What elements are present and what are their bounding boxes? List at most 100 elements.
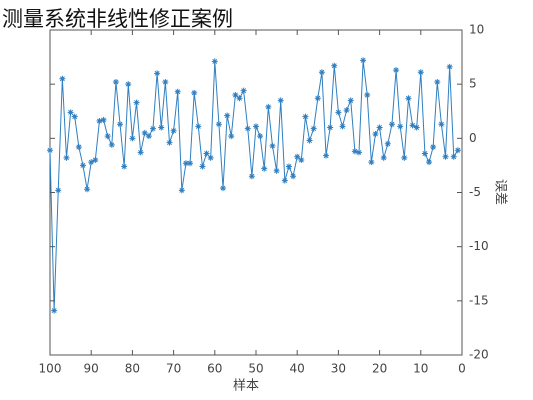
x-tick-label: 70: [166, 362, 181, 376]
asterisk-marker: [67, 109, 74, 116]
asterisk-marker: [343, 107, 350, 114]
y-tick-label: -5: [469, 185, 481, 199]
asterisk-marker: [298, 157, 305, 163]
asterisk-marker: [240, 87, 247, 94]
asterisk-marker: [100, 116, 107, 123]
asterisk-marker: [104, 133, 111, 140]
asterisk-marker: [92, 157, 99, 163]
asterisk-marker: [47, 147, 53, 154]
y-tick-label: -10: [469, 239, 489, 253]
x-tick-label: 0: [458, 362, 466, 376]
asterisk-marker: [51, 307, 58, 314]
asterisk-marker: [339, 123, 346, 130]
asterisk-marker: [413, 124, 420, 131]
asterisk-marker: [187, 160, 194, 167]
asterisk-marker: [290, 173, 297, 180]
asterisk-marker: [430, 144, 437, 150]
asterisk-marker: [174, 88, 181, 95]
y-tick-label: -20: [469, 348, 489, 362]
asterisk-marker: [417, 69, 424, 76]
asterisk-marker: [351, 148, 358, 155]
asterisk-marker: [253, 123, 259, 130]
asterisk-marker: [79, 162, 86, 169]
asterisk-marker: [195, 123, 202, 130]
asterisk-marker: [426, 159, 433, 166]
asterisk-marker: [318, 69, 325, 76]
x-tick-label: 100: [39, 362, 62, 376]
asterisk-marker: [63, 154, 70, 161]
x-tick-label: 60: [207, 362, 222, 376]
asterisk-marker: [265, 103, 272, 110]
x-tick-label: 50: [248, 362, 263, 376]
asterisk-marker: [59, 75, 66, 82]
asterisk-marker: [121, 163, 128, 170]
asterisk-marker: [376, 124, 383, 131]
asterisk-marker: [244, 125, 251, 132]
asterisk-marker: [96, 118, 103, 124]
asterisk-marker: [207, 154, 214, 161]
asterisk-marker: [372, 131, 379, 137]
asterisk-marker: [368, 159, 375, 166]
asterisk-marker: [323, 152, 330, 159]
asterisk-marker: [182, 160, 189, 167]
asterisk-marker: [401, 154, 408, 161]
y-tick-label: 0: [469, 131, 477, 145]
asterisk-marker: [125, 81, 132, 88]
x-tick-label: 10: [413, 362, 428, 376]
x-tick-label: 80: [125, 362, 140, 376]
asterisk-marker: [310, 125, 317, 132]
asterisk-marker: [294, 153, 301, 160]
asterisk-marker: [236, 95, 243, 102]
asterisk-marker: [388, 121, 395, 128]
asterisk-marker: [273, 167, 280, 174]
asterisk-marker: [347, 97, 354, 104]
asterisk-marker: [409, 122, 416, 129]
asterisk-marker: [162, 79, 169, 85]
asterisk-marker: [191, 89, 198, 96]
asterisk-marker: [257, 133, 264, 140]
asterisk-marker: [228, 133, 235, 140]
asterisk-marker: [75, 144, 82, 150]
asterisk-marker: [220, 185, 227, 192]
chart-title: 测量系统非线性修正案例: [2, 7, 233, 31]
asterisk-marker: [108, 141, 115, 148]
asterisk-marker: [232, 92, 239, 98]
x-tick-label: 30: [331, 362, 346, 376]
asterisk-marker: [269, 142, 276, 149]
asterisk-marker: [331, 62, 338, 69]
asterisk-marker: [141, 129, 148, 136]
asterisk-marker: [170, 127, 177, 134]
asterisk-marker: [438, 121, 445, 128]
asterisk-marker: [442, 153, 449, 160]
asterisk-marker: [150, 125, 156, 132]
y-axis-label: 误差: [493, 179, 508, 205]
asterisk-marker: [364, 92, 371, 98]
asterisk-marker: [84, 186, 91, 193]
asterisk-marker: [335, 109, 342, 116]
asterisk-marker: [306, 137, 313, 144]
x-tick-label: 90: [84, 362, 99, 376]
asterisk-marker: [277, 97, 284, 104]
y-tick-label: 10: [469, 23, 484, 37]
asterisk-marker: [112, 79, 119, 85]
asterisk-marker: [178, 187, 185, 194]
asterisk-marker: [393, 67, 400, 74]
asterisk-marker: [117, 121, 124, 128]
asterisk-marker: [421, 150, 428, 157]
asterisk-marker: [248, 173, 255, 180]
asterisk-marker: [302, 113, 309, 120]
asterisk-marker: [154, 70, 161, 77]
x-tick-label: 40: [290, 362, 305, 376]
asterisk-marker: [129, 135, 136, 142]
asterisk-marker: [224, 112, 231, 119]
asterisk-marker: [215, 121, 222, 128]
asterisk-marker: [281, 177, 288, 184]
asterisk-marker: [314, 95, 321, 102]
y-tick-label: -15: [469, 293, 489, 307]
asterisk-marker: [384, 140, 391, 147]
plot-frame: [49, 29, 463, 356]
asterisk-marker: [356, 149, 362, 156]
asterisk-marker: [450, 153, 457, 160]
asterisk-marker: [211, 58, 218, 65]
y-tick-label: 5: [469, 77, 477, 91]
